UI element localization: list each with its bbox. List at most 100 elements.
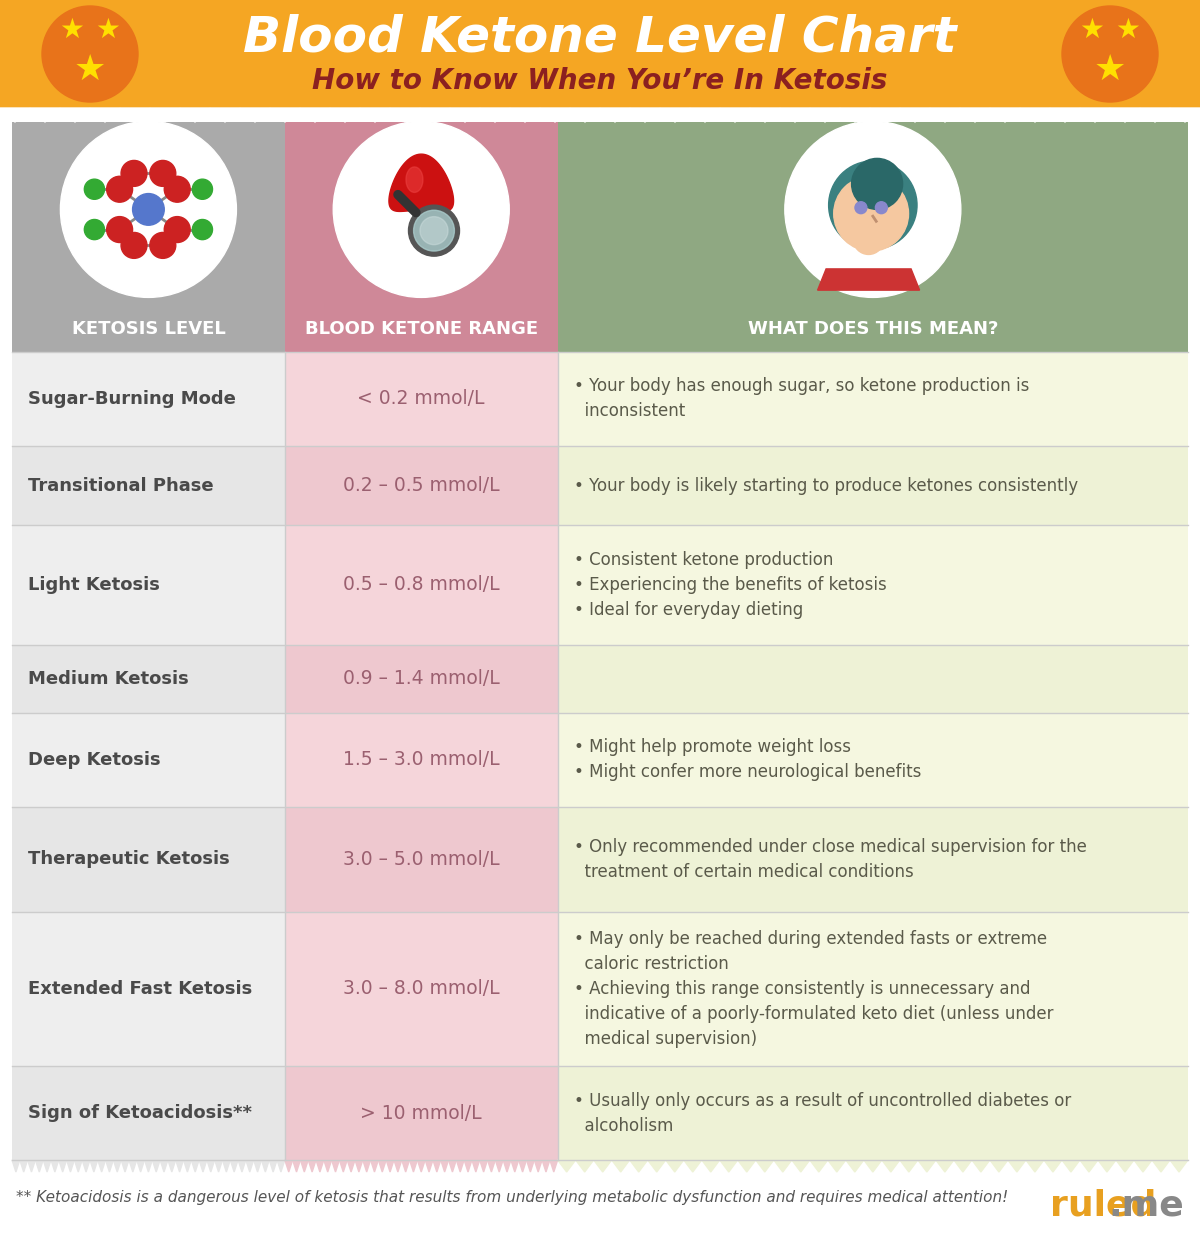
Text: • Consistent ketone production
• Experiencing the benefits of ketosis
• Ideal fo: • Consistent ketone production • Experie…: [574, 551, 887, 619]
Text: • Only recommended under close medical supervision for the
  treatment of certai: • Only recommended under close medical s…: [574, 838, 1086, 880]
Polygon shape: [240, 108, 270, 122]
Text: ruled: ruled: [1050, 1188, 1156, 1221]
Polygon shape: [840, 108, 870, 122]
Bar: [284, 713, 558, 807]
Bar: [284, 446, 558, 526]
Polygon shape: [433, 1159, 440, 1172]
Text: Transitional Phase: Transitional Phase: [28, 476, 214, 495]
Text: • Your body has enough sugar, so ketone production is
  inconsistent: • Your body has enough sugar, so ketone …: [574, 377, 1030, 420]
Polygon shape: [246, 1159, 253, 1172]
Circle shape: [192, 219, 212, 239]
Polygon shape: [1050, 108, 1080, 122]
Polygon shape: [449, 1159, 456, 1172]
Polygon shape: [137, 1159, 144, 1172]
Polygon shape: [300, 1159, 308, 1172]
Polygon shape: [420, 108, 450, 122]
Bar: [284, 352, 558, 446]
Text: • Might help promote weight loss
• Might confer more neurological benefits: • Might help promote weight loss • Might…: [574, 738, 922, 781]
Circle shape: [84, 219, 104, 239]
Polygon shape: [576, 1159, 594, 1172]
Polygon shape: [972, 1159, 990, 1172]
Circle shape: [834, 176, 908, 250]
Polygon shape: [1110, 108, 1140, 122]
Polygon shape: [666, 1159, 684, 1172]
Polygon shape: [12, 1159, 19, 1172]
Bar: [284, 911, 558, 1066]
Polygon shape: [97, 1159, 106, 1172]
Polygon shape: [215, 1159, 222, 1172]
Polygon shape: [253, 1159, 262, 1172]
Polygon shape: [660, 108, 690, 122]
Polygon shape: [750, 108, 780, 122]
Polygon shape: [66, 1159, 74, 1172]
Text: 1.5 – 3.0 mmol/L: 1.5 – 3.0 mmol/L: [343, 750, 499, 769]
Polygon shape: [28, 1159, 35, 1172]
Polygon shape: [1008, 1159, 1026, 1172]
Polygon shape: [1170, 1159, 1188, 1172]
Polygon shape: [168, 1159, 175, 1172]
Polygon shape: [355, 1159, 362, 1172]
Polygon shape: [316, 1159, 324, 1172]
Bar: [12, 1066, 284, 1159]
Polygon shape: [113, 1159, 121, 1172]
Text: • Usually only occurs as a result of uncontrolled diabetes or
  alcoholism: • Usually only occurs as a result of unc…: [574, 1091, 1070, 1135]
Polygon shape: [308, 1159, 316, 1172]
Polygon shape: [0, 108, 30, 122]
Bar: [12, 352, 284, 446]
Text: Sign of Ketoacidosis**: Sign of Ketoacidosis**: [28, 1104, 252, 1122]
Polygon shape: [199, 1159, 206, 1172]
Bar: [558, 352, 1188, 446]
Polygon shape: [402, 1159, 409, 1172]
Polygon shape: [1098, 1159, 1116, 1172]
Polygon shape: [1116, 1159, 1134, 1172]
Bar: [558, 911, 1188, 1066]
Polygon shape: [331, 1159, 340, 1172]
Polygon shape: [284, 1159, 293, 1172]
Polygon shape: [152, 1159, 160, 1172]
Polygon shape: [510, 108, 540, 122]
Polygon shape: [324, 1159, 331, 1172]
Polygon shape: [1152, 1159, 1170, 1172]
Polygon shape: [269, 1159, 277, 1172]
Polygon shape: [1170, 108, 1200, 122]
Polygon shape: [210, 108, 240, 122]
Polygon shape: [74, 1159, 82, 1172]
Bar: [558, 645, 1188, 713]
Polygon shape: [846, 1159, 864, 1172]
Polygon shape: [702, 1159, 720, 1172]
Bar: [284, 807, 558, 911]
Circle shape: [414, 211, 455, 250]
Circle shape: [875, 202, 887, 213]
Text: How to Know When You’re In Ketosis: How to Know When You’re In Ketosis: [312, 67, 888, 95]
Polygon shape: [594, 1159, 612, 1172]
Polygon shape: [954, 1159, 972, 1172]
Polygon shape: [222, 1159, 230, 1172]
Polygon shape: [277, 1159, 284, 1172]
Polygon shape: [534, 1159, 542, 1172]
Circle shape: [334, 122, 509, 298]
Polygon shape: [774, 1159, 792, 1172]
Bar: [284, 526, 558, 645]
Polygon shape: [828, 1159, 846, 1172]
Polygon shape: [262, 1159, 269, 1172]
Polygon shape: [990, 108, 1020, 122]
Polygon shape: [270, 108, 300, 122]
Polygon shape: [406, 167, 422, 192]
Bar: [12, 446, 284, 526]
Circle shape: [150, 160, 175, 186]
Text: > 10 mmol/L: > 10 mmol/L: [360, 1104, 482, 1122]
Text: Light Ketosis: Light Ketosis: [28, 575, 160, 594]
Polygon shape: [180, 108, 210, 122]
Polygon shape: [558, 1159, 576, 1172]
Polygon shape: [600, 108, 630, 122]
Bar: [284, 122, 558, 352]
Polygon shape: [542, 1159, 550, 1172]
Circle shape: [42, 6, 138, 102]
Text: • May only be reached during extended fasts or extreme
  caloric restriction
• A: • May only be reached during extended fa…: [574, 930, 1054, 1048]
Polygon shape: [480, 108, 510, 122]
Polygon shape: [238, 1159, 246, 1172]
Text: 0.2 – 0.5 mmol/L: 0.2 – 0.5 mmol/L: [343, 476, 499, 495]
Text: < 0.2 mmol/L: < 0.2 mmol/L: [358, 389, 485, 408]
Polygon shape: [19, 1159, 28, 1172]
Text: Blood Ketone Level Chart: Blood Ketone Level Chart: [244, 14, 956, 62]
